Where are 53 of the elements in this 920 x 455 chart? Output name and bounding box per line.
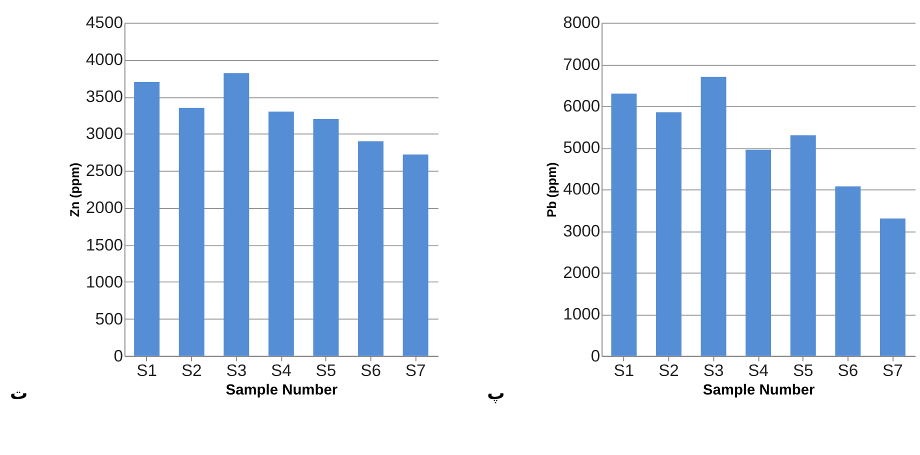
x-tick-label: S3 <box>703 360 724 380</box>
bar <box>268 112 294 356</box>
x-tick-label: S2 <box>181 360 202 380</box>
x-tick-label: S5 <box>316 360 336 380</box>
y-tick-label: 0 <box>590 346 600 366</box>
bar <box>835 186 861 356</box>
y-tick-label: 4000 <box>86 50 123 70</box>
y-tick-label: 1500 <box>86 235 123 254</box>
x-tick-label: S6 <box>838 360 858 380</box>
bar <box>880 218 906 356</box>
bar <box>656 112 682 356</box>
bar <box>746 150 772 356</box>
y-tick-label: 3500 <box>86 87 123 106</box>
x-tick-label: S7 <box>405 360 426 380</box>
bar <box>790 135 816 356</box>
x-axis-title: Sample Number <box>702 382 816 399</box>
y-tick-label: 2000 <box>563 263 600 282</box>
bar <box>611 94 637 356</box>
y-tick-label: 5000 <box>563 138 600 158</box>
bar <box>700 76 726 356</box>
x-tick-label: S6 <box>360 360 381 380</box>
text: ت <box>10 384 28 404</box>
bar <box>178 108 204 356</box>
bar <box>313 119 339 356</box>
y-axis-title: Zn (ppm) <box>67 162 82 218</box>
y-tick-label: 3000 <box>86 124 123 144</box>
y-tick-label: 2500 <box>86 161 123 180</box>
y-tick-label: 8000 <box>563 13 600 32</box>
x-tick-label: S2 <box>658 360 679 380</box>
y-tick-label: 6000 <box>563 96 600 116</box>
x-tick-label: S3 <box>226 360 247 380</box>
x-tick-label: S1 <box>614 360 634 380</box>
x-tick-label: S1 <box>136 360 158 380</box>
y-tick-label: 1000 <box>563 304 600 324</box>
bar <box>224 73 250 356</box>
bar <box>402 154 428 356</box>
x-tick-label: S4 <box>748 360 769 380</box>
x-tick-label: S7 <box>882 360 903 380</box>
y-tick-label: 2000 <box>86 198 123 218</box>
bar <box>134 82 160 356</box>
x-axis-title: Sample Number <box>226 382 338 399</box>
y-tick-label: 4500 <box>86 13 123 32</box>
y-tick-label: 3000 <box>563 221 600 240</box>
y-tick-label: 500 <box>95 309 123 328</box>
bar <box>358 141 384 356</box>
x-tick-label: S5 <box>792 360 814 380</box>
y-axis-title: Pb (ppm) <box>544 162 560 218</box>
x-tick-label: S4 <box>271 360 292 380</box>
text: پ <box>487 384 505 404</box>
y-tick-label: 4000 <box>563 180 600 199</box>
y-tick-label: 0 <box>114 346 123 366</box>
y-tick-label: 1000 <box>86 272 123 292</box>
y-tick-label: 7000 <box>563 54 600 74</box>
